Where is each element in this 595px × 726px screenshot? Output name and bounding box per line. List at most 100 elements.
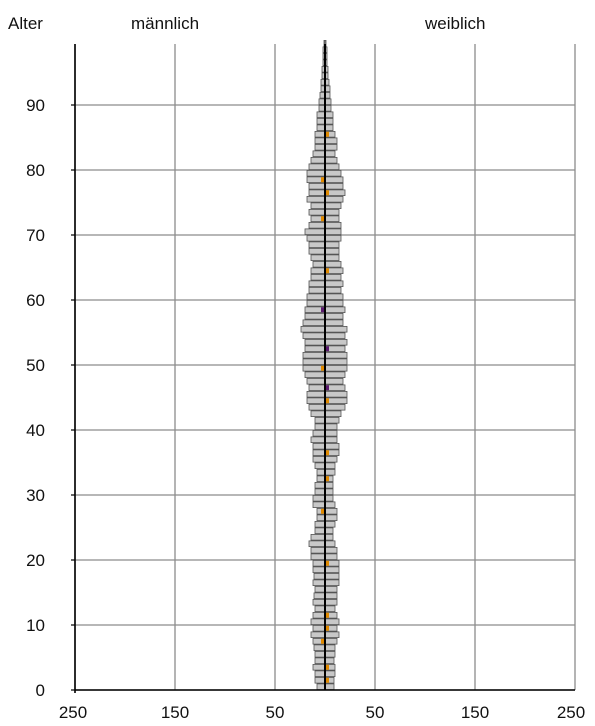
left-header: männlich [131,14,200,33]
bar-male [308,189,326,196]
bar-female [324,299,344,307]
bar-male [304,345,326,352]
bar-female [324,586,338,593]
bar-male [313,644,326,652]
bar-male [308,241,326,248]
bar-female [324,644,336,652]
bar-female [324,215,340,222]
bar-male [313,592,326,600]
bar-female [324,280,344,287]
bar-male [306,397,326,404]
bar-male [312,625,326,632]
bar-female [324,592,338,600]
bar-male [314,586,326,593]
bar-female [324,488,334,495]
y-axis-title: Alter [8,14,43,33]
bar-male [312,442,326,450]
highlight-marker [326,677,329,683]
bar-male [306,377,326,385]
x-tick-label: 250 [557,703,585,722]
highlight-marker [321,365,324,371]
bar-female [324,143,338,151]
y-tick-label: 10 [26,616,45,635]
highlight-marker [326,131,329,137]
highlight-marker [321,177,324,183]
bar-male [314,481,326,489]
bar-male [316,683,326,691]
bar-male [306,299,326,307]
highlight-marker [321,508,324,514]
bar-male [314,488,326,495]
bar-female [324,306,346,313]
bar-male [316,124,326,132]
bar-female [324,514,338,522]
bar-female [324,527,334,535]
bar-female [324,364,348,372]
bar-female [324,442,340,450]
highlight-marker [326,190,329,196]
bar-female [324,169,342,177]
highlight-marker [326,560,329,566]
bar-male [310,156,326,164]
bar-male [314,130,326,138]
highlight-marker [326,385,329,391]
bar-female [324,429,338,437]
bar-male [314,521,326,528]
bar-male [312,494,326,502]
bar-male [314,657,326,665]
bar-male [316,111,326,119]
y-tick-label: 90 [26,96,45,115]
y-tick-label: 50 [26,356,45,375]
bar-female [324,410,342,417]
bar-female [324,651,336,658]
bar-female [324,156,338,164]
bar-female [324,234,342,242]
bar-female [324,481,334,489]
y-tick-label: 40 [26,421,45,440]
bar-female [324,202,342,209]
bar-male [306,293,326,300]
bar-male [310,254,326,261]
bar-female [324,423,338,430]
bar-female [324,228,342,235]
x-tick-label: 250 [59,703,87,722]
highlight-marker [326,625,329,631]
bar-male [310,267,326,274]
bar-female [324,631,340,639]
bar-female [324,319,344,326]
bar-male [316,475,326,482]
bar-female [324,124,334,132]
bar-male [308,384,326,391]
bar-female [324,670,336,678]
highlight-marker [321,216,324,222]
bar-female [324,683,335,691]
highlight-marker [326,612,329,618]
bar-female [324,137,338,144]
bar-female [324,553,338,561]
bar-female [324,286,342,294]
bar-male [310,410,326,417]
bar-female [324,371,346,378]
bar-male [306,169,326,177]
bar-female [324,599,338,606]
bar-female [324,403,346,411]
bar-female [324,455,338,463]
bar-female [324,195,344,203]
bar-male [304,312,326,320]
bar-male [314,605,326,613]
bar-female [324,254,340,261]
bar-male [312,429,326,437]
bar-male [306,195,326,203]
bar-male [314,527,326,535]
x-tick-label: 150 [161,703,189,722]
bar-male [312,566,326,574]
y-tick-label: 20 [26,551,45,570]
bar-male [308,280,326,287]
bar-female [324,163,340,170]
bar-female [324,325,348,333]
highlight-marker [326,450,329,456]
bar-male [302,351,326,359]
bar-female [324,468,336,476]
highlight-marker [326,476,329,482]
bar-male [312,599,326,606]
